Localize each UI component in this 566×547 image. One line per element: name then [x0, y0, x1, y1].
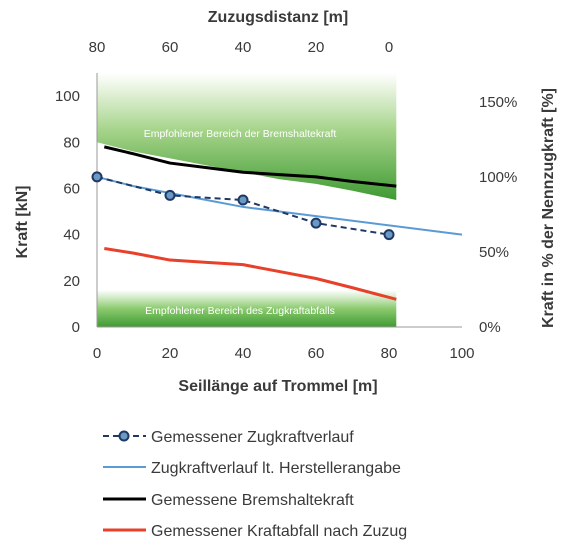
x2-tick-label: 80: [89, 39, 106, 56]
y2-tick-label: 150%: [479, 94, 517, 111]
y-axis-title: Kraft [kN]: [14, 186, 31, 259]
series-line-1: [96, 175, 463, 236]
y2-tick-label: 100%: [479, 169, 517, 186]
x-tick-label: 40: [235, 345, 252, 362]
x-tick-label: 0: [93, 345, 101, 362]
legend-marker-measured-pull: [118, 430, 130, 442]
x-tick-label: 20: [162, 345, 179, 362]
y2-axis-title: Kraft in % der Nennzugkraft [%]: [540, 88, 557, 328]
legend-label-brake: Gemessene Bremshaltekraft: [151, 492, 354, 509]
band-label-pulldrop: Empfohlener Bereich des Zugkraftabfalls: [145, 305, 335, 317]
y-tick-label: 20: [63, 273, 80, 290]
band-brake-range: [97, 73, 397, 200]
y-tick-label: 80: [63, 134, 80, 151]
legend-label-manufacturer: Zugkraftverlauf lt. Herstellerangabe: [151, 460, 401, 477]
bands-layer: [97, 73, 397, 327]
legend-label-measured-pull: Gemessener Zugkraftverlauf: [151, 429, 354, 446]
x2-tick-label: 20: [308, 39, 325, 56]
legend-label-drop: Gemessener Kraftabfall nach Zuzug: [151, 523, 407, 540]
series-point-measured-pull: [91, 171, 103, 183]
x2-axis-title: Zuzugsdistanz [m]: [208, 9, 348, 26]
band-pulldrop-range: [97, 290, 397, 327]
y-tick-label: 100: [55, 88, 80, 105]
legend: Gemessener Zugkraftverlauf Zugkraftverla…: [103, 429, 407, 540]
series-line-3: [104, 247, 397, 301]
series-line-0: [96, 175, 390, 236]
x2-tick-label: 40: [235, 39, 252, 56]
x-tick-label: 80: [381, 345, 398, 362]
y-tick-label: 0: [72, 319, 80, 336]
axes-layer: 0 20 40 60 80 100 0% 50% 100% 150% 0 20 40 60 80 100 80 6…: [55, 39, 517, 362]
x-axis-title: Seillänge auf Trommel [m]: [178, 378, 377, 395]
series-line-2: [103, 145, 397, 188]
y-tick-label: 40: [63, 227, 80, 244]
series-point-measured-pull: [383, 229, 395, 241]
x-tick-label: 60: [308, 345, 325, 362]
series-point-measured-pull: [164, 189, 176, 201]
x2-tick-label: 60: [162, 39, 179, 56]
band-label-brake: Empfohlener Bereich der Bremshaltekraft: [144, 128, 337, 140]
series-point-measured-pull: [237, 194, 249, 206]
x2-tick-label: 0: [385, 39, 393, 56]
series-point-measured-pull: [310, 217, 322, 229]
x-tick-label: 100: [449, 345, 474, 362]
y2-tick-label: 50%: [479, 244, 509, 261]
y-tick-label: 60: [63, 180, 80, 197]
series-layer: [91, 145, 463, 301]
y2-tick-label: 0%: [479, 319, 501, 336]
